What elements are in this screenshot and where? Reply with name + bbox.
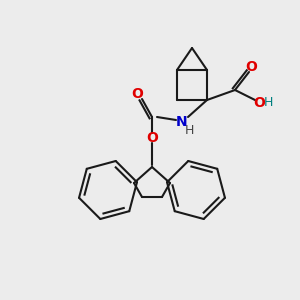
Text: O: O <box>131 87 143 101</box>
Text: O: O <box>146 131 158 145</box>
Text: O: O <box>245 60 257 74</box>
Text: N: N <box>176 115 188 129</box>
Text: H: H <box>184 124 194 136</box>
Text: O: O <box>253 96 265 110</box>
Text: H: H <box>263 97 273 110</box>
